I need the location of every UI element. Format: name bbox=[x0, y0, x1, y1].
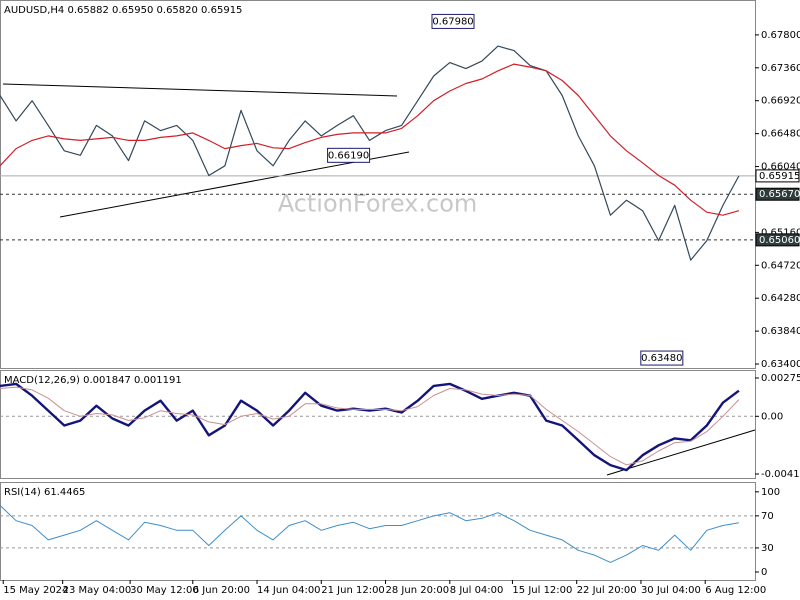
x-tick-label: 30 May 12:00 bbox=[130, 585, 199, 596]
y-tick-label: 0.67360 bbox=[761, 63, 800, 74]
y-tick-label: 0.63840 bbox=[761, 326, 800, 337]
trendline bbox=[2, 83, 398, 97]
price-level-box bbox=[755, 187, 800, 201]
price-level-box bbox=[755, 233, 800, 247]
rsi-panel bbox=[0, 482, 756, 581]
x-tick-label: 21 Jun 12:00 bbox=[321, 585, 385, 596]
x-tick-label: 15 Jul 12:00 bbox=[512, 585, 572, 596]
y-tick-label: 0.65160 bbox=[761, 227, 800, 238]
y-tick-label: 0.66040 bbox=[761, 162, 800, 173]
x-tick-label: 22 Jul 20:00 bbox=[577, 585, 637, 596]
series-line bbox=[0, 505, 739, 563]
trendline bbox=[59, 151, 410, 218]
y-tick-label: 0.63400 bbox=[761, 359, 800, 370]
x-tick-label: 30 Jul 04:00 bbox=[641, 585, 701, 596]
y-tick-label: 0.64720 bbox=[761, 260, 800, 271]
x-tick-label: 15 May 2024 bbox=[3, 585, 68, 596]
x-tick-label: 14 Jun 04:00 bbox=[257, 585, 321, 596]
annotation-label: 0.66190 bbox=[328, 150, 369, 161]
y-tick-label: 0.66480 bbox=[761, 129, 800, 140]
y-tick-label: 70 bbox=[761, 511, 774, 522]
trendline bbox=[606, 429, 756, 476]
panel-title: AUDUSD,H4 0.65882 0.65950 0.65820 0.6591… bbox=[4, 5, 242, 16]
annotation-label: 0.67980 bbox=[432, 16, 473, 27]
panel-title: RSI(14) 61.4465 bbox=[4, 487, 85, 498]
y-tick-label: 0.002758 bbox=[761, 373, 800, 384]
x-tick-label: 28 Jun 20:00 bbox=[386, 585, 450, 596]
series-line bbox=[0, 386, 740, 466]
y-tick-label: 100 bbox=[761, 487, 780, 498]
watermark: ActionForex.com bbox=[278, 190, 478, 218]
annotation-box bbox=[327, 147, 371, 163]
series-line bbox=[0, 63, 740, 216]
macd-panel bbox=[0, 370, 756, 479]
annotation-box bbox=[640, 350, 684, 366]
y-tick-label: 30 bbox=[761, 543, 774, 554]
price-level-label: 0.65670 bbox=[759, 189, 800, 200]
y-tick-label: 0.67800 bbox=[761, 30, 800, 41]
panel-title: MACD(12,26,9) 0.001847 0.001191 bbox=[4, 375, 182, 386]
y-tick-label: 0.64280 bbox=[761, 293, 800, 304]
annotation-box bbox=[431, 13, 475, 29]
y-tick-label: 0.00 bbox=[761, 411, 783, 422]
series-line bbox=[0, 382, 740, 472]
price-panel bbox=[0, 0, 756, 369]
y-tick-label: 0.66920 bbox=[761, 96, 800, 107]
x-tick-label: 8 Jul 04:00 bbox=[450, 585, 504, 596]
y-tick-label: 0 bbox=[761, 567, 767, 578]
price-level-box bbox=[755, 169, 800, 183]
x-tick-label: 23 May 04:00 bbox=[63, 585, 132, 596]
x-tick-label: 6 Jun 20:00 bbox=[193, 585, 250, 596]
y-tick-label: -0.004152 bbox=[761, 469, 800, 480]
annotation-label: 0.63480 bbox=[641, 353, 682, 364]
price-level-label: 0.65060 bbox=[759, 235, 800, 246]
price-level-label: 0.65915 bbox=[759, 171, 800, 182]
x-tick-label: 6 Aug 12:00 bbox=[705, 585, 766, 596]
series-line bbox=[0, 45, 740, 261]
